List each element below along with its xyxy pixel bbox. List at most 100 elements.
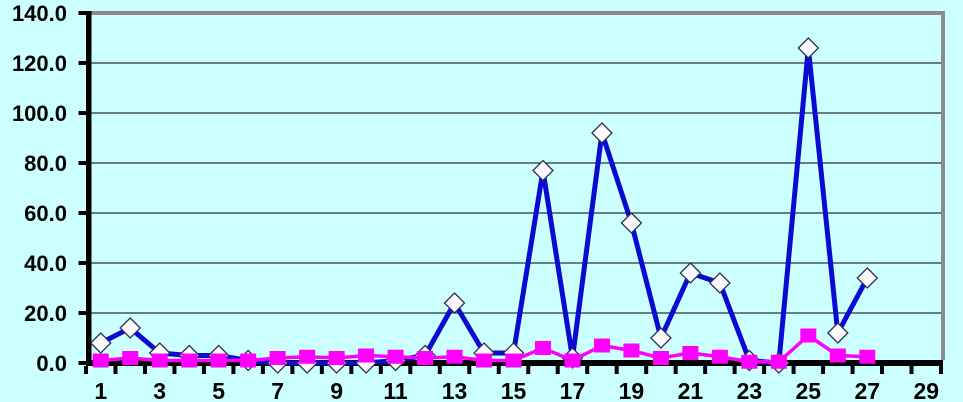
square-marker (534, 341, 551, 355)
x-tick (408, 366, 413, 374)
x-tick (703, 366, 708, 374)
x-tick-label: 21 (678, 378, 704, 402)
y-tick-labels: 0.0 20.0 40.0 60.0 80.0 100.0 120.0 140.0 (12, 1, 67, 376)
x-tick-label: 23 (737, 378, 763, 402)
square-marker (800, 328, 817, 343)
diamond-series-line (98, 45, 870, 366)
square-marker (299, 349, 316, 364)
y-tick-label: 60.0 (24, 201, 67, 226)
x-tick-label: 3 (153, 378, 166, 402)
x-tick (909, 366, 914, 374)
diamond-marker (443, 292, 466, 314)
y-tick (78, 61, 86, 65)
x-tick (496, 366, 501, 374)
diamond-marker (826, 322, 849, 344)
square-marker (652, 351, 669, 365)
x-tick (644, 366, 649, 374)
square-marker (770, 354, 787, 369)
square-marker (328, 351, 345, 365)
x-tick (614, 366, 619, 374)
diamond-marker (620, 212, 643, 234)
x-tick (378, 366, 383, 374)
square-marker (122, 351, 139, 365)
x-tick (319, 366, 324, 374)
square-marker (623, 343, 640, 358)
y-tick-label: 100.0 (12, 101, 67, 126)
square-marker (92, 353, 109, 368)
x-tick-label: 25 (796, 378, 822, 402)
y-tick-label: 40.0 (24, 251, 67, 276)
x-tick-label: 13 (442, 378, 468, 402)
diamond-marker (89, 332, 112, 354)
square-marker (240, 353, 257, 368)
y-tick-label: 0.0 (36, 351, 67, 376)
x-tick (142, 366, 147, 374)
x-tick-label: 5 (212, 378, 225, 402)
x-tick (821, 366, 826, 374)
square-marker (829, 348, 846, 363)
x-tick-label: 19 (619, 378, 645, 402)
diamond-marker (708, 272, 731, 294)
square-marker (682, 346, 699, 360)
y-tick (78, 211, 86, 215)
x-tick (791, 366, 796, 374)
y-axis-line (86, 11, 92, 366)
diamond-marker (591, 122, 613, 144)
gridlines (91, 62, 941, 314)
square-marker (269, 351, 286, 365)
diamond-marker (119, 317, 142, 339)
x-tick (673, 366, 678, 374)
y-tick (78, 361, 86, 365)
y-tick-label: 20.0 (24, 301, 67, 326)
square-marker (505, 353, 522, 368)
x-tick (349, 366, 354, 374)
x-tick (467, 366, 472, 374)
x-tick-label: 11 (383, 378, 408, 402)
square-marker (151, 353, 168, 368)
square-marker (593, 338, 610, 353)
x-tick (231, 366, 236, 374)
series-square-series (92, 328, 876, 369)
y-tick (78, 311, 86, 315)
x-tick-label: 17 (560, 378, 586, 402)
square-marker (181, 353, 198, 368)
square-marker (711, 349, 728, 364)
plot-border-right (941, 11, 945, 360)
x-tick (939, 366, 943, 374)
x-tick-label: 9 (330, 378, 343, 402)
square-marker (358, 348, 375, 363)
diamond-marker (679, 262, 702, 284)
y-tick-label: 120.0 (12, 51, 67, 76)
x-tick (526, 366, 531, 374)
x-tick (850, 366, 855, 374)
plot-border (86, 11, 945, 360)
x-tick-label: 29 (913, 378, 939, 402)
x-tick (84, 366, 88, 374)
y-tick-label: 140.0 (12, 1, 67, 26)
x-tick (732, 366, 737, 374)
x-tick (113, 366, 118, 374)
square-marker (417, 351, 434, 365)
axis-ticks (78, 11, 943, 374)
x-tick-label: 27 (854, 378, 880, 402)
square-marker (476, 353, 493, 368)
y-tick (78, 11, 86, 15)
y-tick (78, 161, 86, 165)
y-tick (78, 111, 86, 115)
square-marker (210, 353, 227, 368)
x-tick (437, 366, 442, 374)
square-marker (859, 349, 876, 364)
square-marker (387, 349, 404, 364)
x-tick-label: 15 (501, 378, 527, 402)
x-tick (880, 366, 885, 374)
x-tick (290, 366, 295, 374)
square-marker (564, 353, 581, 368)
diamond-marker (532, 159, 554, 182)
x-tick-label: 1 (94, 378, 107, 402)
x-tick (260, 366, 265, 374)
x-tick (172, 366, 177, 374)
x-tick-label: 7 (271, 378, 284, 402)
plot-border-top (86, 11, 945, 15)
